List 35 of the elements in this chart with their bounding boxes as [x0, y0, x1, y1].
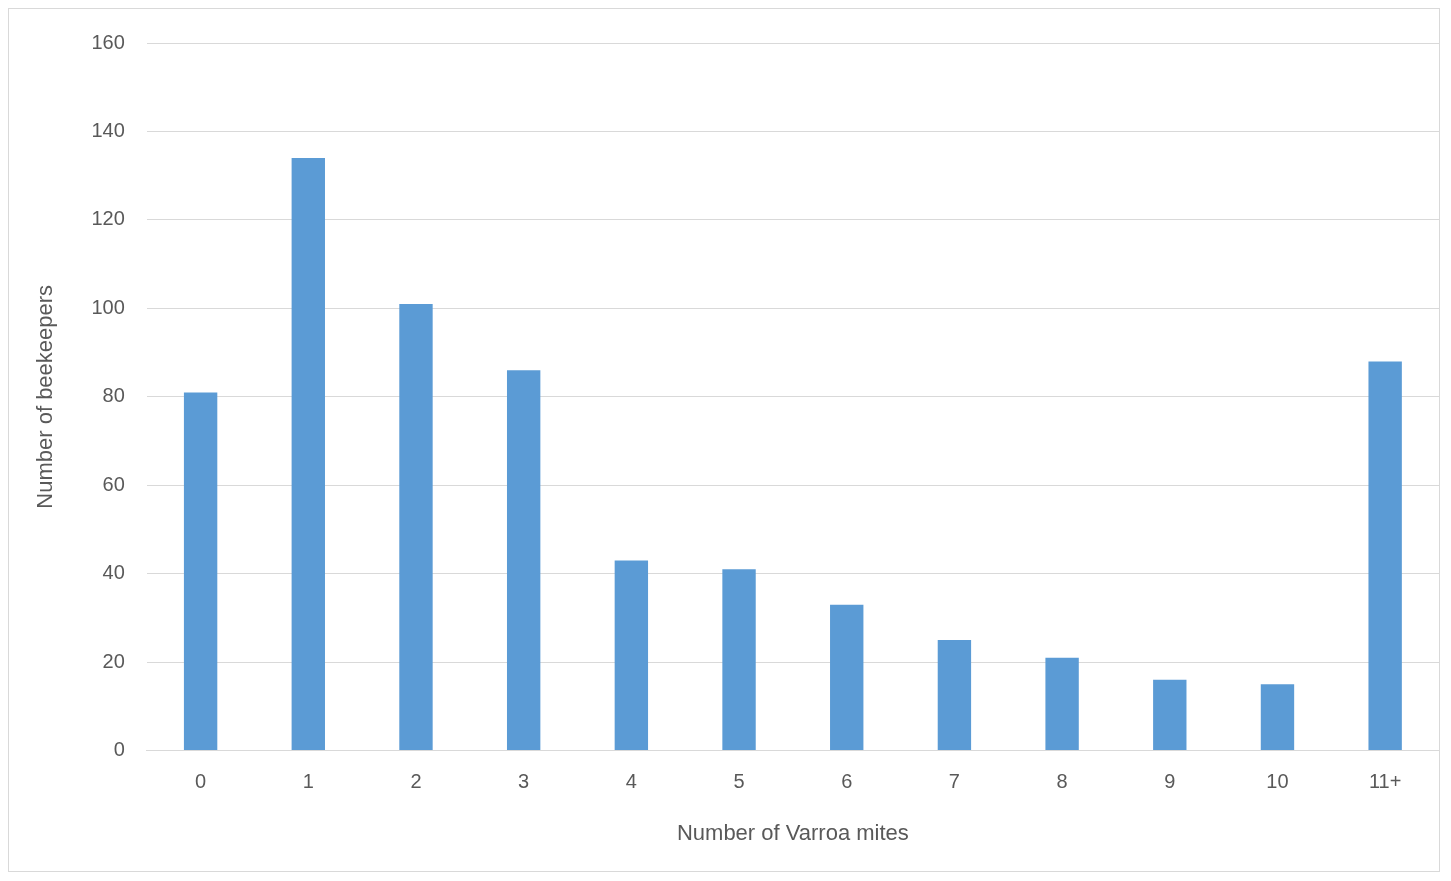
x-tick-label: 0 — [195, 770, 207, 793]
x-tick-label: 4 — [625, 770, 637, 793]
bar — [1045, 657, 1079, 751]
bar — [399, 303, 433, 751]
x-tick-label: 2 — [410, 770, 422, 793]
y-tick-label: 100 — [91, 295, 125, 318]
y-tick-label: 40 — [102, 561, 125, 584]
x-axis-title: Number of Varroa mites — [676, 819, 909, 845]
bar — [830, 604, 864, 751]
bar — [1153, 679, 1187, 751]
x-tick-label: 3 — [518, 770, 530, 793]
x-tick-label: 10 — [1266, 770, 1289, 793]
bar — [183, 392, 218, 751]
y-tick-label: 60 — [102, 472, 125, 495]
bar — [937, 640, 972, 751]
bar — [614, 560, 649, 751]
y-tick-label: 20 — [102, 649, 125, 672]
y-tick-label: 0 — [113, 738, 125, 761]
bar — [1260, 684, 1295, 751]
bar — [722, 569, 756, 751]
y-tick-label: 80 — [102, 384, 125, 407]
x-tick-label: 5 — [733, 770, 745, 793]
x-tick-label: 9 — [1164, 770, 1176, 793]
x-tick-label: 7 — [948, 770, 960, 793]
x-tick-label: 11+ — [1368, 770, 1402, 793]
x-tick-label: 1 — [302, 770, 314, 793]
y-tick-label: 160 — [91, 30, 125, 53]
y-tick-label: 140 — [91, 118, 125, 141]
y-tick-label: 120 — [91, 207, 125, 230]
bar — [291, 157, 325, 751]
bar — [506, 370, 541, 751]
bar — [1368, 361, 1402, 751]
x-tick-label: 6 — [841, 770, 853, 793]
y-axis-title: Number of beekeepers — [32, 284, 58, 509]
x-tick-label: 8 — [1056, 770, 1068, 793]
